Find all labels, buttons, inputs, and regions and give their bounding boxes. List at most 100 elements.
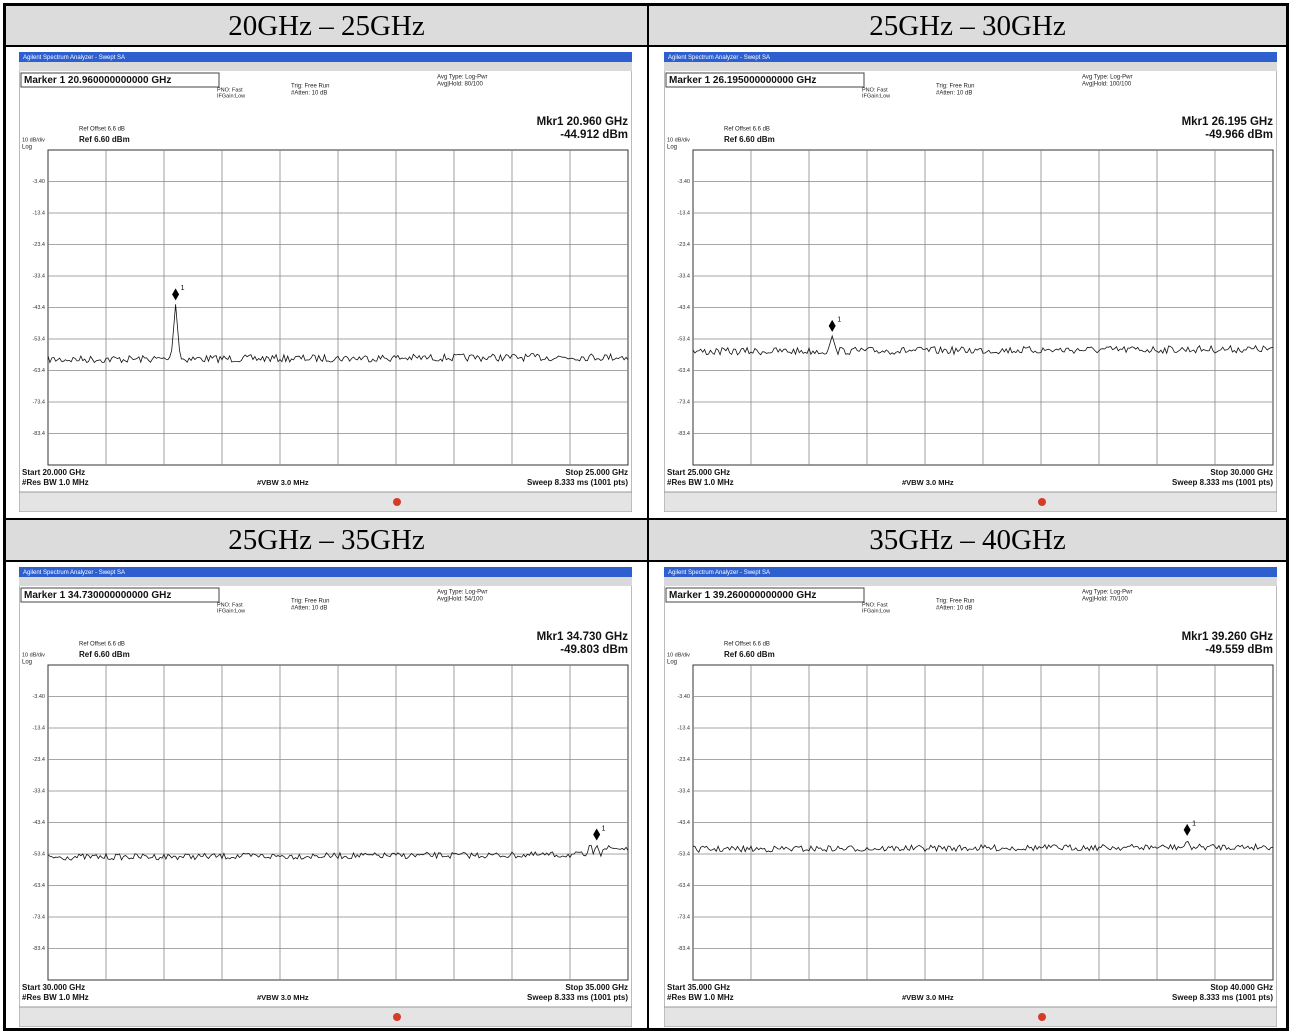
start-freq: Start 35.000 GHz [667,983,730,992]
analyzer-screenshot: Agilent Spectrum Analyzer - Swept SA Mark… [19,52,632,512]
trace [47,844,629,861]
vbw: #VBW 3.0 MHz [902,993,954,1002]
log-label: Log [22,145,32,151]
y-axis-label: -43.4 [32,820,45,826]
y-axis-label: -33.4 [677,788,690,794]
pno: PNO: Fast [862,87,888,93]
y-axis-label: -73.4 [677,914,690,920]
stop-freq: Stop 35.000 GHz [565,983,628,992]
ref-offset: Ref Offset 6.6 dB [724,127,770,133]
status-icon [1038,1013,1046,1021]
mkr-level: -49.966 dBm [1205,129,1273,141]
status-bar [19,1006,632,1027]
y-axis-label: -53.4 [32,851,45,857]
y-axis-label: -33.4 [32,273,45,279]
avg-hold: Avg|Hold: 54/100 [437,597,483,603]
marker-diamond [593,828,601,841]
marker-number: 1 [181,285,185,292]
y-axis-label: -23.4 [677,242,690,248]
ifgain: IFGain:Low [217,608,245,614]
vbw: #VBW 3.0 MHz [257,993,309,1002]
status-icon [1038,498,1046,506]
sweep: Sweep 8.333 ms (1001 pts) [527,478,628,487]
cell-header: 25GHz – 35GHz [6,520,647,560]
marker-number: 1 [602,825,606,832]
pno: PNO: Fast [217,87,243,93]
trace [692,334,1274,356]
mkr-freq: Mkr1 34.730 GHz [537,631,629,643]
y-axis-label: -43.4 [677,305,690,311]
y-axis-label: -83.4 [32,431,45,437]
y-axis-label: -23.4 [32,757,45,763]
analyzer-screenshot: Agilent Spectrum Analyzer - Swept SA Mark… [664,567,1277,1027]
y-axis-label: -63.4 [32,368,45,374]
atten: #Atten: 10 dB [291,606,327,612]
ref-level: Ref 6.60 dBm [79,650,130,659]
y-axis-label: -73.4 [32,399,45,405]
start-freq: Start 20.000 GHz [22,468,85,477]
toolbar [19,577,632,586]
mkr-level: -44.912 dBm [560,129,628,141]
avg-hold: Avg|Hold: 80/100 [437,82,483,88]
ref-level: Ref 6.60 dBm [724,650,775,659]
window-title: Agilent Spectrum Analyzer - Swept SA [668,570,770,576]
title-bar [19,52,632,62]
stop-freq: Stop 25.000 GHz [565,468,628,477]
sweep: Sweep 8.333 ms (1001 pts) [1172,478,1273,487]
trig: Trig: Free Run [291,84,329,90]
scale: 10 dB/div [667,652,690,658]
y-axis-label: -73.4 [677,399,690,405]
scale: 10 dB/div [22,137,45,143]
y-axis-label: -23.4 [32,242,45,248]
window-title: Agilent Spectrum Analyzer - Swept SA [668,55,770,61]
marker-number: 1 [1192,821,1196,828]
y-axis-label: -13.4 [32,725,45,731]
column-rule [647,6,649,1028]
y-axis-label: -3.40 [32,179,45,185]
trig: Trig: Free Run [936,84,974,90]
mkr-freq: Mkr1 26.195 GHz [1182,116,1274,128]
y-axis-label: -13.4 [677,210,690,216]
ref-offset: Ref Offset 6.6 dB [79,642,125,648]
y-axis-label: -63.4 [677,368,690,374]
log-label: Log [667,145,677,151]
y-axis-label: -3.40 [677,694,690,700]
y-axis-label: -13.4 [32,210,45,216]
title-bar [19,567,632,577]
res-bw: #Res BW 1.0 MHz [667,993,734,1002]
avg-type: Avg Type: Log-Pwr [437,590,487,596]
res-bw: #Res BW 1.0 MHz [667,478,734,487]
avg-hold: Avg|Hold: 70/100 [1082,597,1128,603]
y-axis-label: -23.4 [677,757,690,763]
table-frame [3,3,1289,1031]
ref-offset: Ref Offset 6.6 dB [79,127,125,133]
avg-type: Avg Type: Log-Pwr [1082,75,1132,81]
marker-box [665,587,865,603]
ref-level: Ref 6.60 dBm [724,135,775,144]
start-freq: Start 30.000 GHz [22,983,85,992]
cell-header: 25GHz – 30GHz [649,6,1286,46]
avg-type: Avg Type: Log-Pwr [1082,590,1132,596]
status-bar [664,491,1277,512]
y-axis-label: -3.40 [677,179,690,185]
y-axis-label: -53.4 [677,336,690,342]
log-label: Log [22,660,32,666]
ifgain: IFGain:Low [217,93,245,99]
stop-freq: Stop 40.000 GHz [1210,983,1273,992]
vbw: #VBW 3.0 MHz [257,478,309,487]
toolbar [664,62,1277,71]
start-freq: Start 25.000 GHz [667,468,730,477]
marker-readout: Marker 1 34.730000000000 GHz [24,590,171,601]
toolbar [19,62,632,71]
y-axis-label: -63.4 [677,883,690,889]
title-bar [664,52,1277,62]
pno: PNO: Fast [862,602,888,608]
title-bar [664,567,1277,577]
y-axis-label: -83.4 [677,431,690,437]
y-axis-label: -33.4 [677,273,690,279]
marker-box [665,72,865,88]
status-bar [19,491,632,512]
mkr-level: -49.559 dBm [1205,644,1273,656]
marker-readout: Marker 1 26.195000000000 GHz [669,75,816,86]
y-axis-label: -43.4 [677,820,690,826]
